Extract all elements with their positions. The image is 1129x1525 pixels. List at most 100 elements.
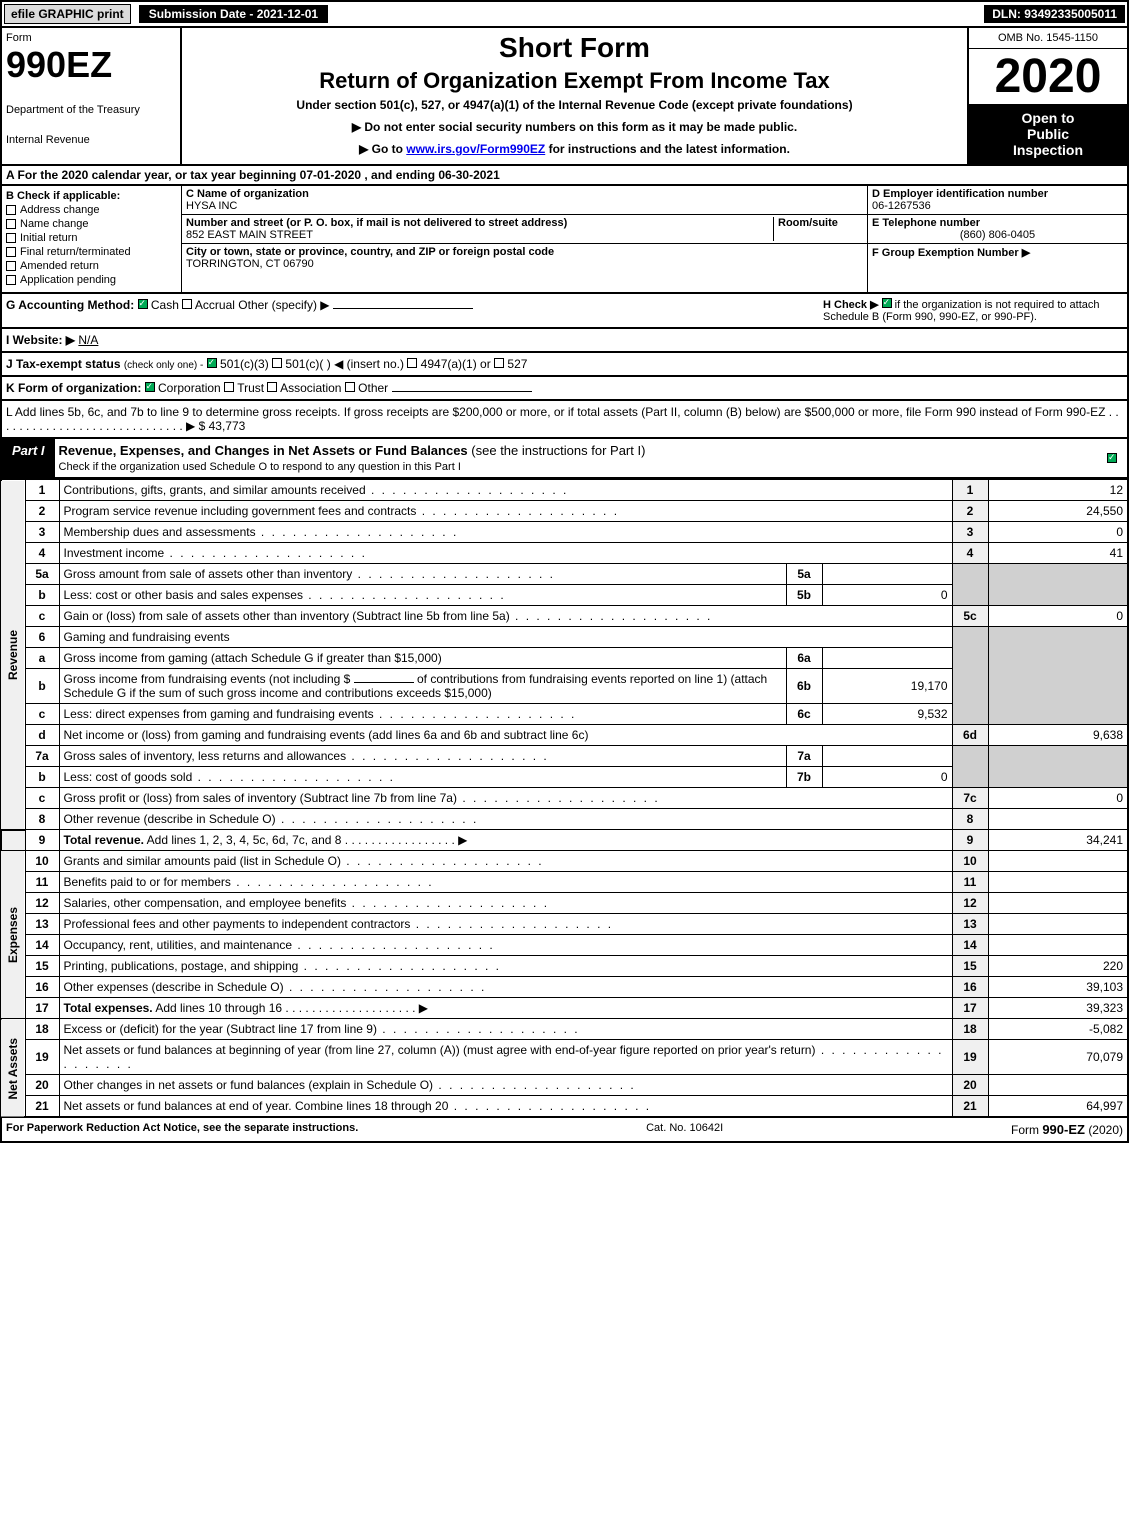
desc-text: Occupancy, rent, utilities, and maintena… [64,938,495,952]
short-form-title: Short Form [186,32,963,64]
footer-right: Form 990-EZ (2020) [1011,1122,1123,1137]
row-j-status: J Tax-exempt status (check only one) - 5… [0,353,1129,377]
6b-desc1: Gross income from fundraising events (no… [64,672,351,686]
desc-text: Less: cost of goods sold [64,770,395,784]
ln: a [25,648,59,669]
desc-text: Net assets or fund balances at beginning… [64,1043,944,1071]
box: 17 [952,998,988,1019]
check-name-change[interactable]: Name change [6,218,177,230]
row-20: 20 Other changes in net assets or fund b… [1,1075,1128,1096]
ln: 17 [25,998,59,1019]
row-19: 19 Net assets or fund balances at beginn… [1,1040,1128,1075]
other-org-input[interactable] [392,391,532,392]
other-input[interactable] [333,308,473,309]
other-org-checkbox-icon[interactable] [345,382,355,392]
part1-title: Revenue, Expenses, and Changes in Net As… [55,439,1097,477]
row-l-gross-receipts: L Add lines 5b, 6c, and 7b to line 9 to … [0,401,1129,439]
501c3-checkbox-icon[interactable] [207,358,217,368]
box: 8 [952,809,988,830]
part1-title-rest: (see the instructions for Part I) [471,443,645,458]
form-number: 990EZ [6,44,176,86]
check-amended-return[interactable]: Amended return [6,260,177,272]
part1-table: Revenue 1 Contributions, gifts, grants, … [0,479,1129,1118]
ln: 2 [25,501,59,522]
527-label: 527 [507,357,527,371]
sub-box: 6a [786,648,822,669]
value: 9,638 [988,725,1128,746]
desc: Net assets or fund balances at end of ye… [59,1096,952,1118]
ln: 8 [25,809,59,830]
desc-text: Membership dues and assessments [64,525,459,539]
desc-text: Other revenue (describe in Schedule O) [64,812,479,826]
row-9: 9 Total revenue. Add lines 1, 2, 3, 4, 5… [1,830,1128,851]
row-18: Net Assets 18 Excess or (deficit) for th… [1,1019,1128,1040]
row-11: 11 Benefits paid to or for members 11 [1,872,1128,893]
sub-value: 0 [822,767,952,788]
j-label: J Tax-exempt status [6,357,121,371]
under-section-text: Under section 501(c), 527, or 4947(a)(1)… [186,98,963,112]
cash-checkbox-icon[interactable] [138,299,148,309]
assoc-checkbox-icon[interactable] [267,382,277,392]
check-initial-return[interactable]: Initial return [6,232,177,244]
desc-text: Professional fees and other payments to … [64,917,614,931]
ln: 3 [25,522,59,543]
value: 34,241 [988,830,1128,851]
checkbox-icon [6,247,16,257]
501c-checkbox-icon[interactable] [272,358,282,368]
value [988,935,1128,956]
check-address-change[interactable]: Address change [6,204,177,216]
box: 19 [952,1040,988,1075]
header-center: Short Form Return of Organization Exempt… [182,28,967,164]
sub-value [822,746,952,767]
ein-value: 06-1267536 [872,200,931,212]
desc: Gaming and fundraising events [59,627,952,648]
page-footer: For Paperwork Reduction Act Notice, see … [0,1118,1129,1143]
form-header: Form 990EZ Department of the Treasury In… [0,28,1129,166]
footer-center: Cat. No. 10642I [646,1122,723,1137]
check-final-return[interactable]: Final return/terminated [6,246,177,258]
c-city-label: City or town, state or province, country… [186,246,554,258]
ln: c [25,606,59,627]
desc-text: Gross amount from sale of assets other t… [64,567,556,581]
desc: Investment income [59,543,952,564]
ln: 7a [25,746,59,767]
ln: d [25,725,59,746]
accrual-label: Accrual [195,298,235,312]
group-exempt-label: F Group Exemption Number ▶ [872,247,1030,259]
check-application-pending[interactable]: Application pending [6,274,177,286]
accrual-checkbox-icon[interactable] [182,299,192,309]
open-public-l3: Inspection [975,142,1121,158]
open-public-badge: Open to Public Inspection [969,104,1127,164]
dept-irs: Internal Revenue [6,134,176,146]
4947-label: 4947(a)(1) or [421,357,491,371]
527-checkbox-icon[interactable] [494,358,504,368]
desc-rest: Add lines 1, 2, 3, 4, 5c, 6d, 7c, and 8 … [147,833,468,847]
netassets-side-label: Net Assets [1,1019,25,1118]
j-subtext: (check only one) - [124,360,203,371]
corp-checkbox-icon[interactable] [145,382,155,392]
row-15: 15 Printing, publications, postage, and … [1,956,1128,977]
4947-checkbox-icon[interactable] [407,358,417,368]
desc: Other expenses (describe in Schedule O) [59,977,952,998]
ln: 6 [25,627,59,648]
part1-schedule-o-checkbox-icon[interactable] [1107,453,1117,463]
desc: Gross profit or (loss) from sales of inv… [59,788,952,809]
irs-link[interactable]: www.irs.gov/Form990EZ [406,142,545,156]
h-checkbox-icon[interactable] [882,298,892,308]
check-label: Application pending [20,274,116,286]
ln: c [25,704,59,725]
box: 12 [952,893,988,914]
check-label: Name change [20,218,89,230]
row-14: 14 Occupancy, rent, utilities, and maint… [1,935,1128,956]
box: 5c [952,606,988,627]
sub-value: 19,170 [822,669,952,704]
6b-blank[interactable] [354,682,414,683]
efile-print-button[interactable]: efile GRAPHIC print [4,4,131,24]
desc: Less: direct expenses from gaming and fu… [59,704,786,725]
trust-checkbox-icon[interactable] [224,382,234,392]
ln: 13 [25,914,59,935]
value [988,809,1128,830]
c-street-label: Number and street (or P. O. box, if mail… [186,217,567,229]
desc-text: Benefits paid to or for members [64,875,434,889]
desc-bold: Total expenses. [64,1001,153,1015]
